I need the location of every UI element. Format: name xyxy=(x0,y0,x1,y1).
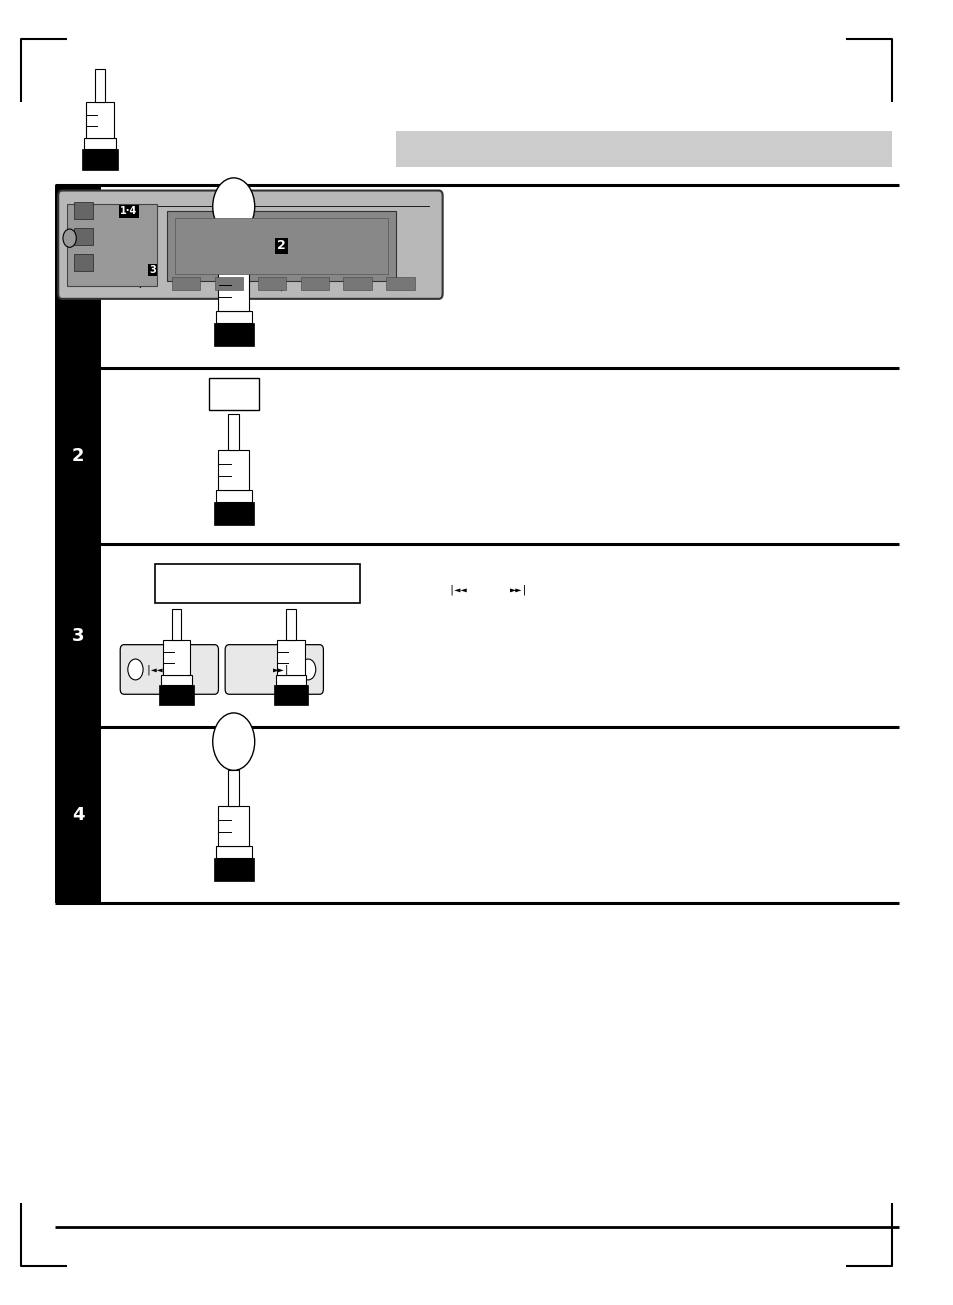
Circle shape xyxy=(213,713,254,770)
Bar xyxy=(84,138,116,149)
Text: 2: 2 xyxy=(71,448,85,465)
FancyBboxPatch shape xyxy=(225,645,323,694)
Text: ►►|: ►►| xyxy=(510,585,529,595)
Bar xyxy=(55,368,101,544)
Bar xyxy=(229,770,238,806)
Bar xyxy=(74,202,93,219)
Bar xyxy=(213,322,253,346)
Text: 2: 2 xyxy=(276,240,286,252)
Bar xyxy=(386,277,415,290)
Text: 1·4: 1·4 xyxy=(120,206,137,217)
Bar xyxy=(167,211,395,281)
Bar xyxy=(215,847,252,857)
Bar xyxy=(229,414,238,450)
Bar xyxy=(343,277,372,290)
Bar xyxy=(214,277,243,290)
Bar xyxy=(215,312,252,322)
Text: 3: 3 xyxy=(149,265,156,275)
Text: |◄◄: |◄◄ xyxy=(448,585,467,595)
Bar xyxy=(82,149,118,170)
Bar xyxy=(95,69,105,102)
Bar xyxy=(161,675,192,685)
Bar xyxy=(274,685,308,705)
Bar xyxy=(257,277,286,290)
Bar xyxy=(395,130,891,167)
Bar xyxy=(275,675,306,685)
Circle shape xyxy=(300,659,315,680)
Bar xyxy=(67,204,157,286)
Bar xyxy=(55,544,101,727)
Text: |◄◄: |◄◄ xyxy=(146,664,163,675)
Bar xyxy=(217,806,249,847)
Bar xyxy=(55,727,101,903)
Bar xyxy=(277,641,304,675)
Text: ►►|: ►►| xyxy=(273,664,290,675)
Bar xyxy=(154,564,359,603)
Bar xyxy=(55,185,101,368)
Bar xyxy=(213,501,253,525)
Bar xyxy=(86,102,114,138)
Text: 4: 4 xyxy=(71,806,85,823)
Bar xyxy=(213,857,253,881)
Circle shape xyxy=(63,230,76,248)
Bar xyxy=(209,378,258,410)
FancyBboxPatch shape xyxy=(58,191,442,299)
Text: 3: 3 xyxy=(71,626,85,645)
Bar xyxy=(215,491,252,501)
Bar xyxy=(159,685,193,705)
Text: 1: 1 xyxy=(71,268,85,286)
Bar xyxy=(217,450,249,491)
Bar xyxy=(172,277,200,290)
Bar xyxy=(217,271,249,312)
Bar xyxy=(74,254,93,271)
Bar xyxy=(300,277,329,290)
Bar xyxy=(229,235,238,271)
Bar xyxy=(172,609,181,641)
Bar xyxy=(74,228,93,245)
Circle shape xyxy=(128,659,143,680)
Circle shape xyxy=(213,177,254,235)
Bar xyxy=(286,609,295,641)
Bar xyxy=(174,218,388,274)
FancyBboxPatch shape xyxy=(120,645,218,694)
Bar xyxy=(163,641,190,675)
